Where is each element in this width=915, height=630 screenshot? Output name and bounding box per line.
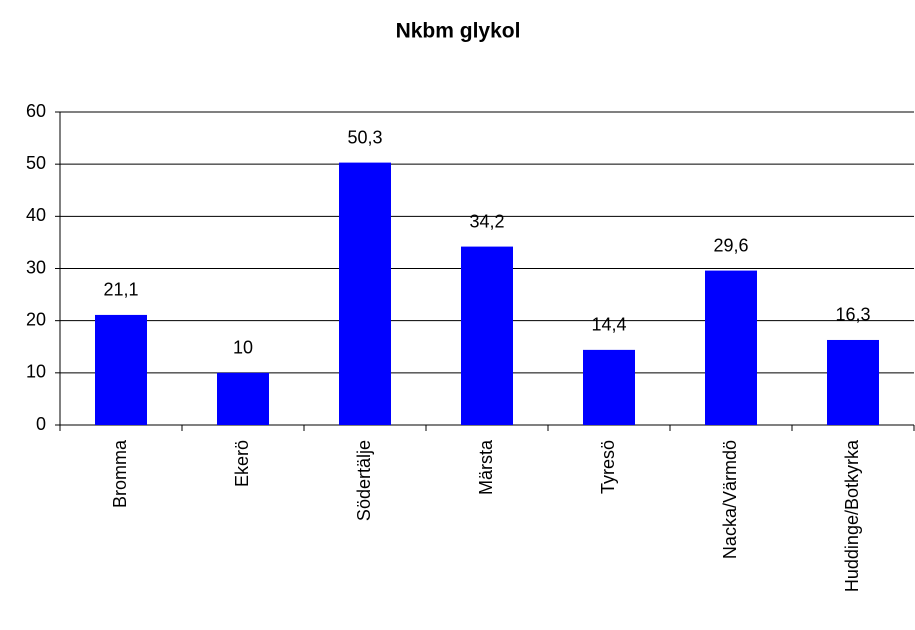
- value-label: 16,3: [835, 305, 870, 325]
- x-tick-label: Södertälje: [354, 440, 374, 521]
- bar: [95, 314, 147, 425]
- y-tick-label: 0: [36, 414, 46, 434]
- value-label: 21,1: [103, 280, 138, 300]
- y-tick-label: 10: [26, 362, 46, 382]
- y-tick-label: 30: [26, 257, 46, 277]
- x-tick-label: Ekerö: [232, 440, 252, 487]
- x-tick-label: Nacka/Värmdö: [720, 440, 740, 559]
- value-label: 50,3: [347, 127, 382, 147]
- bar: [583, 349, 635, 425]
- x-tick-label: Huddinge/Botkyrka: [842, 439, 862, 592]
- x-tick-label: Bromma: [110, 439, 130, 508]
- bar: [461, 246, 513, 425]
- bar: [217, 372, 269, 425]
- value-label: 29,6: [713, 235, 748, 255]
- value-label: 34,2: [469, 211, 504, 231]
- value-label: 10: [233, 338, 253, 358]
- bar: [339, 162, 391, 425]
- x-tick-label: Märsta: [476, 439, 496, 495]
- y-tick-label: 20: [26, 309, 46, 329]
- y-tick-label: 40: [26, 205, 46, 225]
- bar: [827, 339, 879, 425]
- x-tick-label: Tyresö: [598, 440, 618, 494]
- bar: [705, 270, 757, 425]
- y-tick-label: 60: [26, 101, 46, 121]
- y-tick-label: 50: [26, 153, 46, 173]
- chart-title: Nkbm glykol: [396, 20, 521, 43]
- value-label: 14,4: [591, 315, 626, 335]
